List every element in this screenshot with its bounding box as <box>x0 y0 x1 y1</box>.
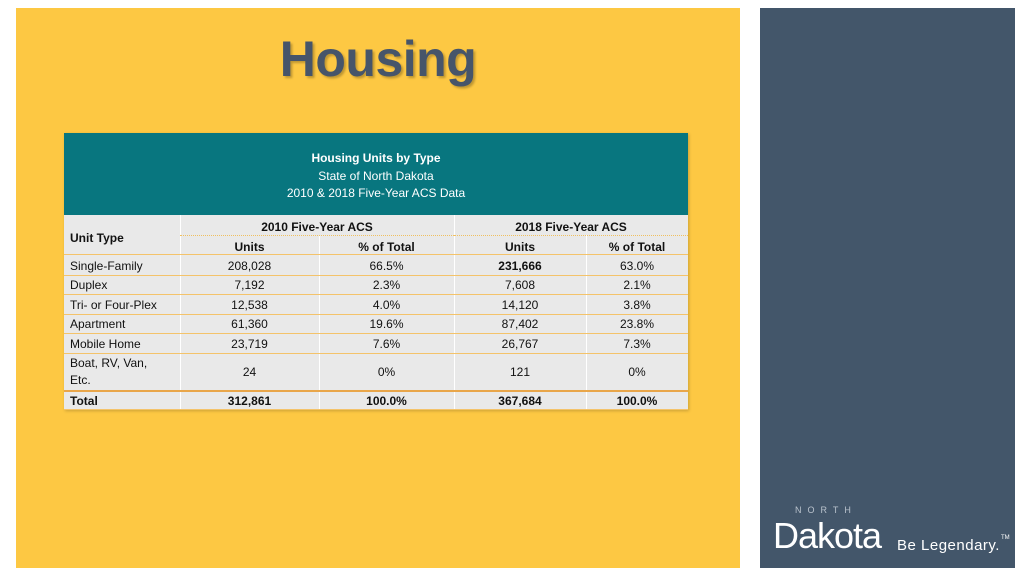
row-label-line2: Etc. <box>70 373 91 387</box>
cell-total-pct-2010: 100.0% <box>366 394 407 408</box>
cell-pct-2018: 63.0% <box>619 259 655 273</box>
col-header-units-2018: Units <box>505 240 535 254</box>
cell-units-2010: 61,360 <box>231 317 268 331</box>
row-line <box>64 294 688 295</box>
slide-main-panel: Housing Housing Units by Type State of N… <box>16 8 740 568</box>
header-divider <box>454 235 688 236</box>
cell-units-2010: 7,192 <box>234 278 265 292</box>
logo-trademark: TM <box>1001 535 1010 541</box>
table-header: Housing Units by Type State of North Dak… <box>64 133 688 215</box>
logo-north-text: NORTH <box>795 505 857 515</box>
header-divider <box>180 235 454 236</box>
cell-units-2018: 121 <box>509 365 531 379</box>
col-header-pct-2018: % of Total <box>608 240 666 254</box>
housing-units-table: Housing Units by Type State of North Dak… <box>64 133 688 410</box>
cell-units-2018: 14,120 <box>501 298 539 312</box>
row-line <box>64 314 688 315</box>
row-label: Single-Family <box>70 259 143 273</box>
cell-pct-2010: 19.6% <box>369 317 404 331</box>
column-divider <box>454 215 455 410</box>
column-divider <box>319 235 320 410</box>
cell-total-pct-2018: 100.0% <box>616 394 658 408</box>
cell-units-2010: 12,538 <box>231 298 268 312</box>
column-divider <box>586 235 587 410</box>
cell-total-units-2018: 367,684 <box>498 394 542 408</box>
row-line <box>64 333 688 334</box>
row-label: Mobile Home <box>70 337 141 351</box>
logo-dakota-text: Dakota <box>773 515 882 556</box>
table-bottom-line <box>64 409 688 410</box>
row-line <box>64 275 688 276</box>
row-label: Tri- or Four-Plex <box>70 298 157 312</box>
row-label-header: Unit Type <box>70 231 124 245</box>
col-header-pct-2010: % of Total <box>358 240 415 254</box>
cell-units-2018: 7,608 <box>504 278 536 292</box>
group-header-2010: 2010 Five-Year ACS <box>261 220 373 234</box>
logo-tagline: Be Legendary. <box>897 537 1000 554</box>
row-label-line1: Boat, RV, Van, <box>70 356 148 370</box>
cell-units-2010: 208,028 <box>227 259 272 273</box>
cell-pct-2010: 0% <box>377 365 396 379</box>
total-row-line <box>64 390 688 392</box>
row-label: Duplex <box>70 278 108 292</box>
cell-pct-2018: 23.8% <box>619 317 655 331</box>
cell-units-2018: 87,402 <box>501 317 539 331</box>
column-divider <box>180 215 181 410</box>
cell-pct-2010: 4.0% <box>372 298 401 312</box>
cell-units-2010: 24 <box>242 365 257 379</box>
header-row-line <box>64 254 688 255</box>
row-line <box>64 353 688 354</box>
slide-title: Housing <box>279 31 477 87</box>
cell-pct-2018: 0% <box>628 365 646 379</box>
col-header-units-2010: Units <box>234 240 265 254</box>
table-subtitle: State of North Dakota <box>318 169 434 183</box>
table-source: 2010 & 2018 Five-Year ACS Data <box>286 186 466 200</box>
cell-units-2018: 26,767 <box>501 337 539 351</box>
cell-pct-2010: 66.5% <box>369 259 404 273</box>
row-label-total: Total <box>70 394 98 408</box>
cell-total-units-2010: 312,861 <box>227 394 272 408</box>
cell-pct-2018: 7.3% <box>623 337 651 351</box>
cell-pct-2018: 3.8% <box>623 298 651 312</box>
cell-units-2018: 231,666 <box>498 259 542 273</box>
cell-pct-2010: 7.6% <box>372 337 401 351</box>
table-title: Housing Units by Type <box>311 151 441 165</box>
side-panel <box>760 8 1015 568</box>
row-label: Apartment <box>70 317 126 331</box>
north-dakota-logo: NORTH Dakota Be Legendary. TM <box>773 505 1013 565</box>
cell-pct-2018: 2.1% <box>623 278 651 292</box>
group-header-2018: 2018 Five-Year ACS <box>515 220 627 234</box>
cell-units-2010: 23,719 <box>231 337 268 351</box>
cell-pct-2010: 2.3% <box>372 278 401 292</box>
